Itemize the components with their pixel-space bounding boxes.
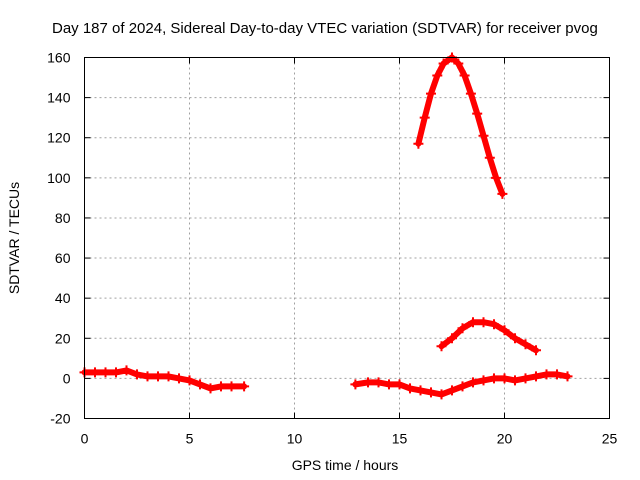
data-point: [121, 365, 132, 376]
data-point: [484, 152, 495, 163]
series-2: [436, 317, 541, 356]
y-tick-label: 160: [47, 50, 71, 66]
data-point: [184, 375, 195, 386]
data-point: [436, 389, 447, 400]
data-point: [363, 377, 373, 388]
series-band: [81, 367, 248, 392]
data-point: [499, 325, 510, 336]
data-point: [405, 383, 415, 394]
data-point: [453, 58, 464, 69]
data-point: [499, 373, 510, 384]
data-point: [489, 373, 499, 384]
data-point: [531, 371, 541, 382]
x-tick-label: 15: [392, 431, 408, 447]
data-point: [552, 369, 562, 380]
plot-area: [79, 52, 573, 400]
data-point: [457, 323, 468, 334]
y-tick-label: 100: [47, 170, 71, 186]
x-tick-label: 20: [497, 431, 513, 447]
data-point: [447, 333, 457, 344]
data-point: [413, 138, 424, 149]
y-tick-label: 40: [55, 290, 71, 306]
y-tick-label: 80: [55, 210, 71, 226]
data-point: [478, 317, 489, 328]
data-point: [447, 385, 457, 396]
data-point: [478, 375, 489, 386]
data-point: [163, 371, 174, 382]
x-tick-label: 5: [186, 431, 194, 447]
grid: [84, 57, 610, 419]
y-axis-label: SDTVAR / TECUs: [6, 182, 22, 294]
y-tick-label: 20: [55, 330, 71, 346]
data-point: [350, 379, 361, 390]
data-point: [432, 70, 443, 81]
y-tick-label: 60: [55, 250, 71, 266]
data-point: [90, 367, 100, 378]
data-point: [562, 371, 573, 382]
chart-title: Day 187 of 2024, Sidereal Day-to-day VTE…: [52, 20, 598, 37]
data-point: [478, 130, 489, 141]
data-point: [457, 381, 468, 392]
data-point: [531, 345, 541, 356]
data-point: [465, 88, 476, 99]
data-point: [468, 317, 478, 328]
data-point: [426, 387, 436, 398]
y-tick-label: 120: [47, 130, 71, 146]
data-point: [111, 367, 121, 378]
y-tick-label: 140: [47, 90, 71, 106]
y-tick-label: -20: [50, 411, 70, 427]
data-point: [459, 70, 470, 81]
data-point: [394, 379, 405, 390]
series-3: [413, 52, 508, 199]
data-point: [468, 377, 478, 388]
series-band: [415, 54, 506, 197]
plot-frame: [84, 57, 610, 419]
data-point: [491, 172, 502, 183]
data-point: [489, 319, 499, 330]
data-point: [142, 371, 153, 382]
tick-labels: 0 5 10 15 20 25 -20 0 20 40 60 80 100 120 140 160: [47, 50, 617, 447]
data-point: [436, 341, 447, 352]
data-point: [384, 379, 394, 390]
data-point: [520, 339, 531, 350]
data-point: [195, 379, 205, 390]
series-0: [79, 365, 250, 394]
x-axis-label: GPS time / hours: [292, 457, 399, 473]
series-1: [350, 369, 573, 400]
data-point: [132, 369, 142, 380]
data-point: [226, 381, 237, 392]
data-point: [153, 371, 163, 382]
series-band: [438, 319, 539, 354]
data-point: [373, 377, 384, 388]
data-point: [438, 58, 449, 69]
data-point: [216, 381, 226, 392]
data-point: [510, 333, 520, 344]
x-tick-label: 0: [81, 431, 89, 447]
data-point: [415, 385, 426, 396]
data-point: [205, 383, 216, 394]
axis-ticks: [84, 57, 610, 419]
data-point: [497, 188, 508, 199]
data-point: [239, 381, 250, 392]
data-point: [100, 367, 111, 378]
data-point: [419, 112, 430, 123]
data-point: [510, 375, 520, 386]
x-tick-label: 10: [287, 431, 303, 447]
y-tick-label: 0: [63, 370, 71, 386]
data-point: [520, 373, 531, 384]
data-point: [472, 108, 483, 119]
data-point: [174, 373, 184, 384]
x-tick-label: 25: [602, 431, 618, 447]
data-point: [541, 369, 552, 380]
data-point: [426, 88, 436, 99]
